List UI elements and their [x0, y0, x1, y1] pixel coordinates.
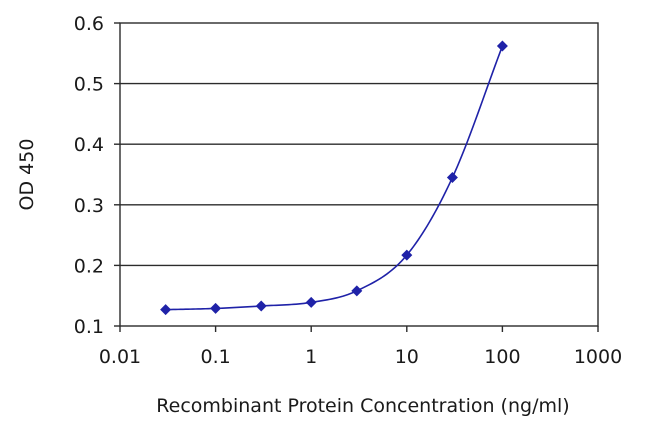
- series-fit-curve: [165, 45, 504, 311]
- data-point: [255, 300, 267, 312]
- data-point: [160, 304, 172, 316]
- x-tick-label: 100: [484, 346, 520, 368]
- y-tick-label: 0.6: [74, 13, 104, 35]
- y-tick-label: 0.5: [74, 74, 104, 96]
- y-tick-label: 0.3: [74, 195, 104, 217]
- data-point: [496, 40, 508, 52]
- data-point: [351, 285, 363, 297]
- y-tick-label: 0.2: [74, 255, 104, 277]
- y-tick-label: 0.1: [74, 316, 104, 338]
- data-point: [446, 172, 458, 184]
- data-point: [305, 296, 317, 308]
- data-point: [401, 249, 413, 261]
- y-tick-label: 0.4: [74, 134, 104, 156]
- y-axis-title: OD 450: [16, 139, 38, 211]
- x-tick-label: 10: [395, 346, 419, 368]
- data-point: [210, 302, 222, 314]
- gridlines: [120, 82, 598, 267]
- x-tick-label: 0.1: [200, 346, 230, 368]
- x-tick-label: 1: [305, 346, 317, 368]
- x-axis-title: Recombinant Protein Concentration (ng/ml…: [156, 395, 569, 417]
- data-points: [160, 40, 508, 316]
- x-axis-ticks: 0.01 0.1 1 10 100 1000: [99, 326, 622, 368]
- plot-frame: [119, 22, 599, 327]
- x-tick-label: 1000: [574, 346, 622, 368]
- y-axis-ticks: 0.1 0.2 0.3 0.4 0.5 0.6: [74, 13, 120, 338]
- x-tick-label: 0.01: [99, 346, 141, 368]
